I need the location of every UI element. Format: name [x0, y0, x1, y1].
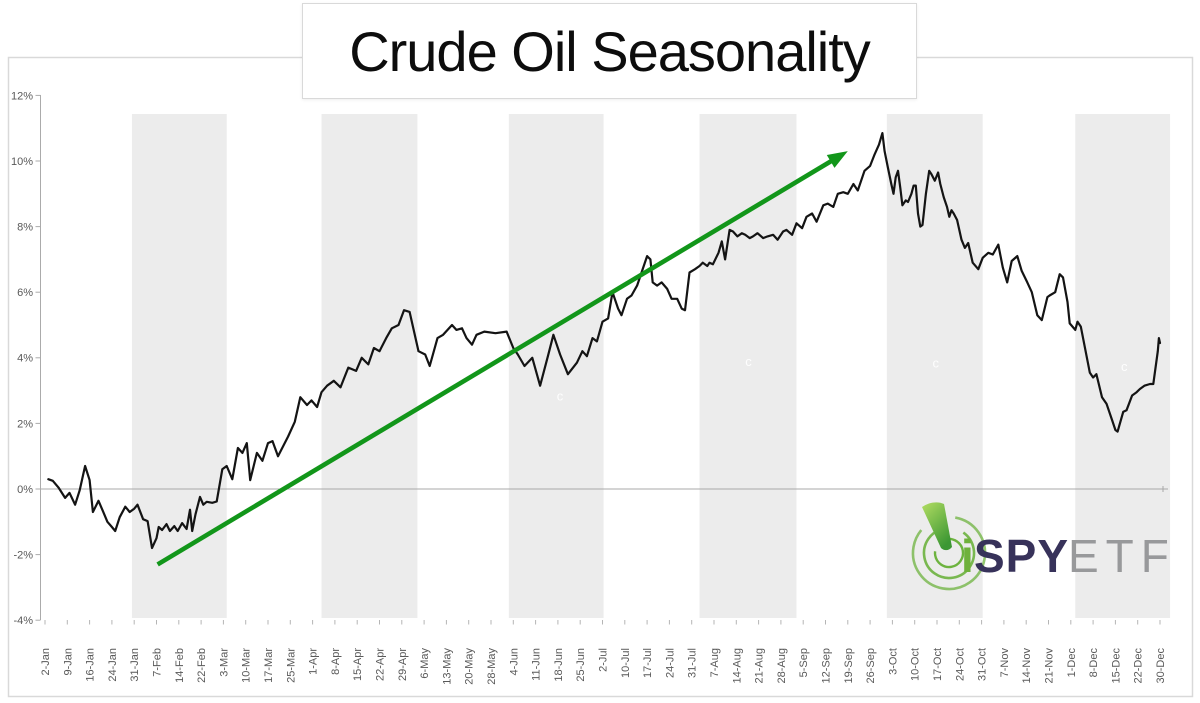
x-axis-label: 31-Jan: [129, 648, 141, 682]
x-axis-label: 26-Sep: [865, 648, 877, 683]
x-axis-label: 31-Oct: [977, 648, 989, 681]
x-axis-label: 1-Apr: [308, 648, 320, 675]
logo-text-i: i: [961, 530, 974, 582]
x-axis-label: 10-Mar: [241, 648, 253, 683]
x-axis-label: 30-Dec: [1155, 648, 1167, 684]
x-axis-label: 21-Aug: [754, 648, 766, 683]
month-shading-band: [699, 114, 797, 618]
x-axis-label: 31-Jul: [687, 648, 699, 678]
x-axis-label: 19-Sep: [843, 648, 855, 683]
x-axis-label: 17-Jul: [642, 648, 654, 678]
month-shading-band: [508, 114, 604, 618]
x-axis-label: 15-Dec: [1110, 648, 1122, 684]
x-axis-label: 24-Oct: [954, 648, 966, 681]
x-axis-label: 22-Apr: [375, 648, 387, 681]
y-axis-label: 8%: [17, 221, 33, 233]
x-axis-label: 24-Jul: [664, 648, 676, 678]
y-axis-label: 10%: [11, 156, 33, 168]
month-shading-band: [131, 114, 227, 618]
trend-arrow-shaft: [156, 157, 836, 567]
watermark-c: c: [557, 388, 564, 403]
x-axis-label: 11-Jun: [531, 648, 543, 681]
x-axis-label: 17-Oct: [932, 648, 944, 681]
x-axis-label: 1-Dec: [1066, 648, 1078, 678]
y-axis-label: -4%: [13, 615, 33, 627]
x-axis-label: 28-May: [486, 648, 498, 685]
x-axis-label: 15-Apr: [352, 648, 364, 681]
chart-title: Crude Oil Seasonality: [349, 19, 871, 83]
x-axis-label: 25-Jun: [575, 648, 587, 682]
x-axis-label: 8-Dec: [1088, 648, 1100, 678]
x-axis-label: 17-Mar: [263, 648, 275, 683]
watermark-c: c: [933, 356, 940, 371]
x-axis-label: 2-Jul: [598, 648, 610, 672]
x-axis-label: 10-Oct: [910, 648, 922, 681]
logo-wedge-icon: [922, 502, 952, 551]
y-axis-label: 4%: [17, 353, 33, 365]
x-axis-label: 7-Aug: [709, 648, 721, 677]
x-axis-label: 22-Feb: [196, 648, 208, 683]
x-axis-label: 16-Jan: [85, 648, 97, 682]
y-axis-label: 6%: [17, 287, 33, 299]
x-axis-label: 2-Jan: [40, 648, 52, 676]
x-axis-label: 3-Mar: [218, 648, 230, 677]
x-axis-label: 9-Jan: [62, 648, 74, 676]
x-axis-label: 5-Sep: [798, 648, 810, 677]
seasonality-line: [47, 132, 1162, 550]
y-axis-label: 0%: [17, 484, 33, 496]
y-axis-label: 12%: [11, 90, 33, 102]
y-axis-label: 2%: [17, 418, 33, 430]
x-axis-label: 10-Jul: [620, 648, 632, 678]
x-axis-label: 6-May: [419, 648, 431, 679]
x-axis-label: 14-Feb: [174, 648, 186, 683]
x-axis-label: 7-Nov: [999, 648, 1011, 678]
watermark-c: c: [1121, 359, 1128, 374]
logo-text-etf: ETF: [1068, 530, 1176, 582]
x-axis-label: 21-Nov: [1044, 648, 1056, 684]
x-axis-label: 18-Jun: [553, 648, 565, 682]
x-axis-label: 29-Apr: [397, 648, 409, 681]
x-axis-label: 24-Jan: [107, 648, 119, 682]
ispyetf-logo: i SPY ETF: [911, 502, 1176, 591]
x-axis-label: 3-Oct: [887, 648, 899, 675]
watermark-c: c: [745, 354, 752, 369]
x-axis-label: 7-Feb: [152, 648, 164, 677]
x-axis-label: 14-Nov: [1021, 648, 1033, 684]
x-axis-label: 20-May: [464, 648, 476, 685]
y-axis-label: -2%: [13, 549, 33, 561]
x-axis-label: 12-Sep: [821, 648, 833, 683]
x-axis-label: 8-Apr: [330, 648, 342, 675]
x-axis-label: 28-Aug: [776, 648, 788, 683]
x-axis-label: 14-Aug: [731, 648, 743, 683]
x-axis-label: 13-May: [441, 648, 453, 685]
x-axis-label: 4-Jun: [508, 648, 520, 676]
chart-title-box: Crude Oil Seasonality: [302, 3, 917, 99]
x-axis-label: 25-Mar: [285, 648, 297, 683]
trend-arrow-head: [826, 151, 848, 168]
logo-text-spy: SPY: [974, 530, 1069, 582]
month-shading-band: [321, 114, 418, 618]
month-shading-band: [1075, 114, 1171, 618]
x-axis-label: 22-Dec: [1133, 648, 1145, 684]
